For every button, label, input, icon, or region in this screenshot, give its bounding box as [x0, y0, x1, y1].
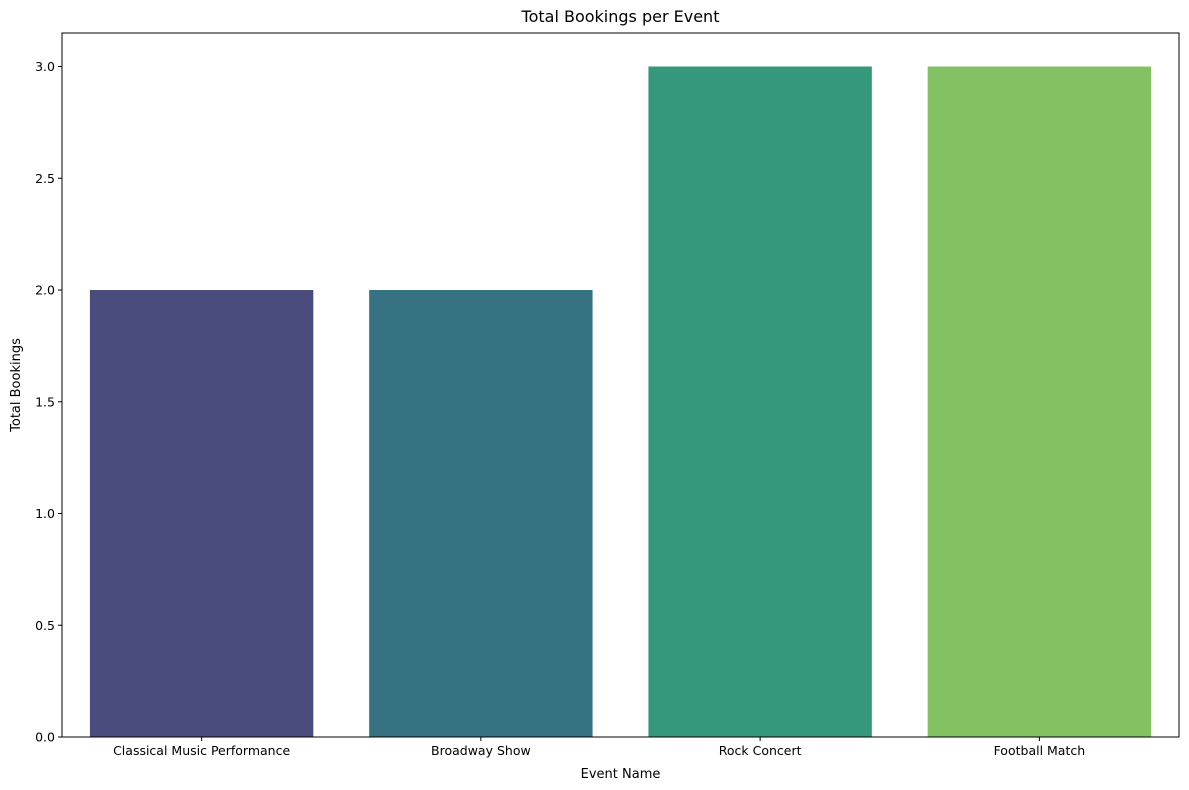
y-tick-label: 1.0: [35, 506, 55, 521]
x-axis-label: Event Name: [581, 767, 661, 782]
bar-football-match: [927, 66, 1152, 738]
plot-frame: [61, 32, 1180, 738]
bar-classical-music-performance: [89, 290, 314, 737]
chart-title: Total Bookings per Event: [521, 7, 720, 26]
bar-broadway-show: [369, 290, 593, 737]
x-tick-label: Broadway Show: [431, 743, 531, 758]
bars-group: [89, 66, 1152, 738]
x-tick-label: Football Match: [994, 743, 1086, 758]
y-tick-label: 0.5: [35, 618, 55, 633]
y-axis: 0.0 0.5 1.0 1.5 2.0 2.5 3.0: [35, 59, 62, 745]
y-tick-label: 0.0: [35, 730, 55, 745]
x-tick-label: Classical Music Performance: [113, 743, 290, 758]
y-tick-label: 1.5: [35, 394, 55, 409]
x-tick-label: Rock Concert: [719, 743, 802, 758]
y-axis-label: Total Bookings: [9, 338, 24, 433]
x-axis: Classical Music Performance Broadway Show…: [113, 737, 1085, 758]
bar-rock-concert: [648, 66, 872, 738]
y-tick-label: 2.5: [35, 171, 55, 186]
y-tick-label: 2.0: [35, 283, 55, 298]
y-tick-label: 3.0: [35, 59, 55, 74]
